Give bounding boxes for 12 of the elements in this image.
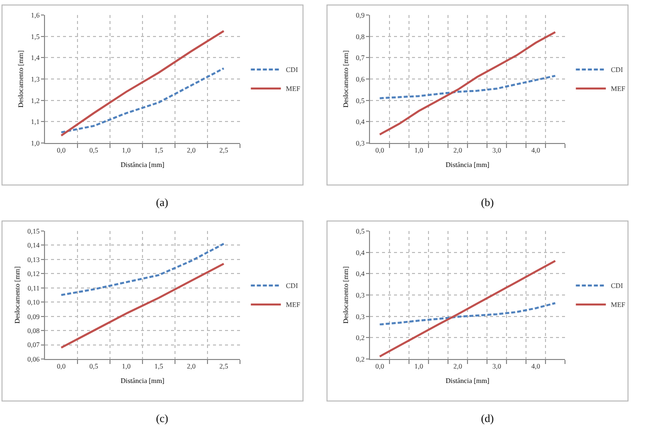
line-series <box>60 242 225 296</box>
line-series <box>378 260 556 358</box>
line-series <box>60 67 225 134</box>
line-series <box>378 31 556 136</box>
line-series <box>60 30 225 137</box>
text: (d) <box>481 413 494 425</box>
text: (a) <box>156 197 169 209</box>
line-series <box>378 74 556 100</box>
text: (c) <box>156 413 169 425</box>
line-series <box>60 262 225 349</box>
text: (b) <box>481 197 494 209</box>
line-series <box>378 302 556 326</box>
